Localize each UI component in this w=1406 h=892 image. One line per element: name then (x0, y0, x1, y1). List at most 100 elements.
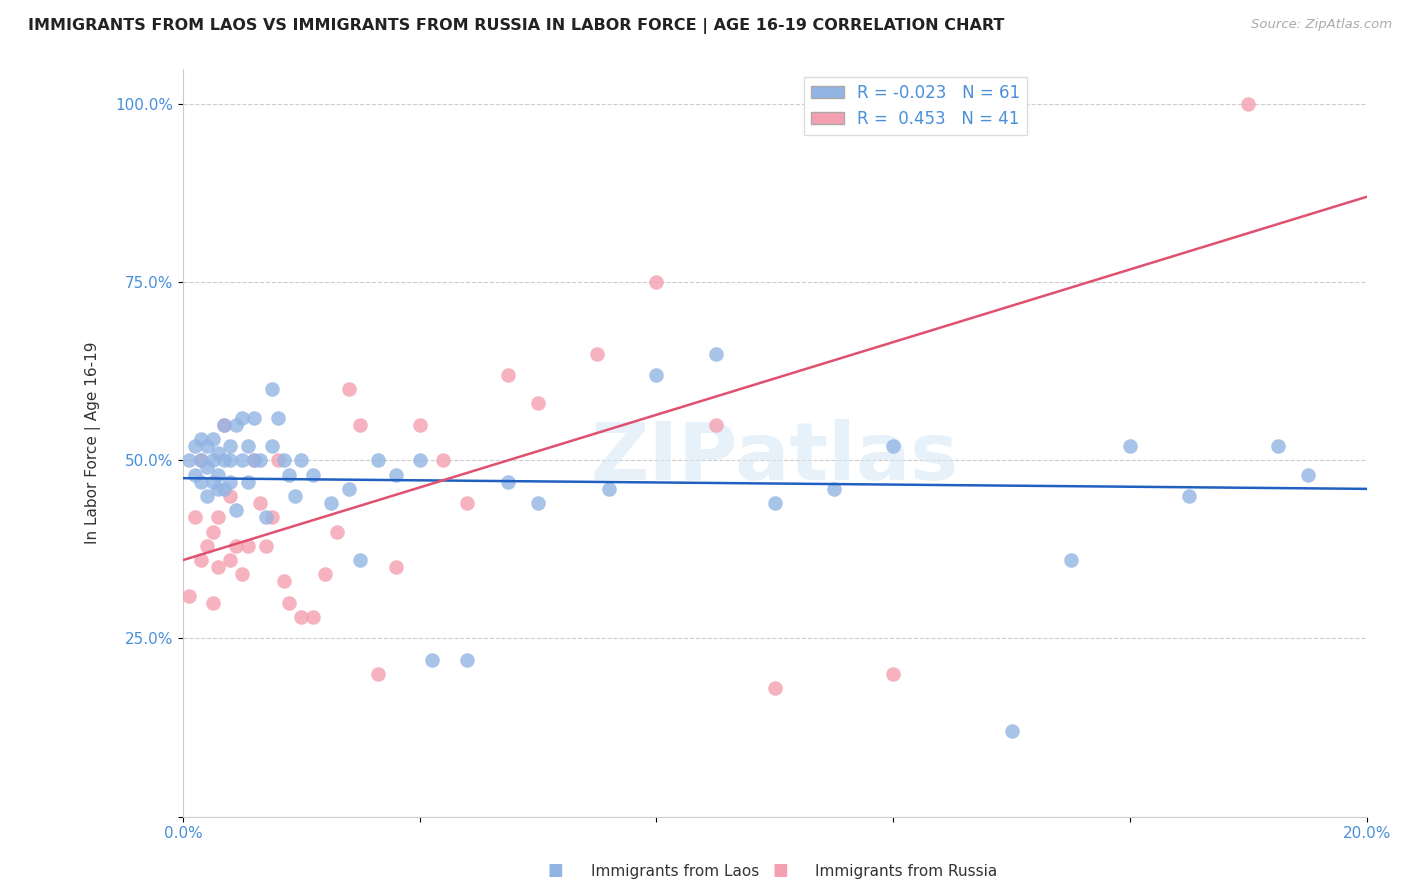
Point (225, 417, 247, 432)
Point (254, 510, 277, 524)
Text: Source: ZipAtlas.com: Source: ZipAtlas.com (1251, 18, 1392, 31)
Point (207, 446, 229, 460)
Point (201, 596, 224, 610)
Text: ZIPatlas: ZIPatlas (591, 418, 959, 497)
Point (527, 396, 550, 410)
Point (195, 460, 218, 475)
Point (882, 439, 904, 453)
Point (201, 432, 224, 446)
Point (1119, 439, 1142, 453)
Point (326, 524, 349, 539)
Point (314, 567, 336, 582)
Text: ■: ■ (547, 861, 564, 879)
Point (284, 489, 307, 503)
Point (273, 574, 295, 589)
Point (266, 453, 288, 467)
Point (219, 453, 242, 467)
Point (527, 496, 550, 510)
Point (243, 410, 266, 425)
Point (704, 417, 727, 432)
Point (1060, 553, 1083, 567)
Point (195, 539, 218, 553)
Point (385, 467, 408, 482)
Y-axis label: In Labor Force | Age 16-19: In Labor Force | Age 16-19 (86, 342, 101, 544)
Point (278, 467, 301, 482)
Point (385, 560, 408, 574)
Point (456, 653, 478, 667)
Point (214, 453, 236, 467)
Point (219, 475, 242, 489)
Point (498, 475, 520, 489)
Point (1296, 467, 1319, 482)
Point (302, 467, 325, 482)
Point (190, 453, 212, 467)
Point (260, 510, 283, 524)
Point (184, 510, 207, 524)
Point (586, 346, 609, 360)
Point (190, 475, 212, 489)
Text: IMMIGRANTS FROM LAOS VS IMMIGRANTS FROM RUSSIA IN LABOR FORCE | AGE 16-19 CORREL: IMMIGRANTS FROM LAOS VS IMMIGRANTS FROM … (28, 18, 1004, 34)
Point (409, 417, 432, 432)
Point (214, 482, 236, 496)
Point (177, 589, 200, 603)
Point (201, 524, 224, 539)
Point (337, 382, 360, 396)
Point (278, 596, 301, 610)
Point (236, 475, 259, 489)
Point (243, 453, 266, 467)
Point (302, 610, 325, 624)
Point (409, 453, 432, 467)
Point (184, 439, 207, 453)
Text: Immigrants from Laos: Immigrants from Laos (591, 863, 759, 879)
Point (645, 368, 668, 382)
Point (349, 553, 371, 567)
Point (319, 496, 342, 510)
Point (184, 467, 207, 482)
Point (207, 467, 229, 482)
Point (231, 453, 253, 467)
Point (823, 482, 845, 496)
Point (225, 539, 247, 553)
Point (190, 432, 212, 446)
Point (190, 553, 212, 567)
Point (290, 610, 312, 624)
Point (190, 453, 212, 467)
Point (207, 482, 229, 496)
Point (219, 489, 242, 503)
Point (260, 382, 283, 396)
Point (273, 453, 295, 467)
Point (882, 667, 904, 681)
Point (456, 496, 478, 510)
Point (207, 560, 229, 574)
Point (231, 410, 253, 425)
Point (225, 503, 247, 517)
Point (254, 539, 277, 553)
Point (290, 453, 312, 467)
Text: ■: ■ (772, 861, 789, 879)
Point (1178, 489, 1201, 503)
Point (236, 539, 259, 553)
Point (219, 553, 242, 567)
Point (260, 439, 283, 453)
Point (432, 453, 454, 467)
Point (236, 439, 259, 453)
Point (231, 567, 253, 582)
Point (214, 417, 236, 432)
Point (1237, 97, 1260, 112)
Point (1267, 439, 1289, 453)
Point (420, 653, 443, 667)
Point (249, 496, 271, 510)
Text: Immigrants from Russia: Immigrants from Russia (815, 863, 998, 879)
Point (201, 453, 224, 467)
Point (367, 667, 389, 681)
Point (195, 439, 218, 453)
Point (177, 453, 200, 467)
Point (498, 368, 520, 382)
Point (337, 482, 360, 496)
Point (195, 489, 218, 503)
Point (243, 453, 266, 467)
Point (266, 410, 288, 425)
Point (214, 417, 236, 432)
Point (704, 346, 727, 360)
Point (249, 453, 271, 467)
